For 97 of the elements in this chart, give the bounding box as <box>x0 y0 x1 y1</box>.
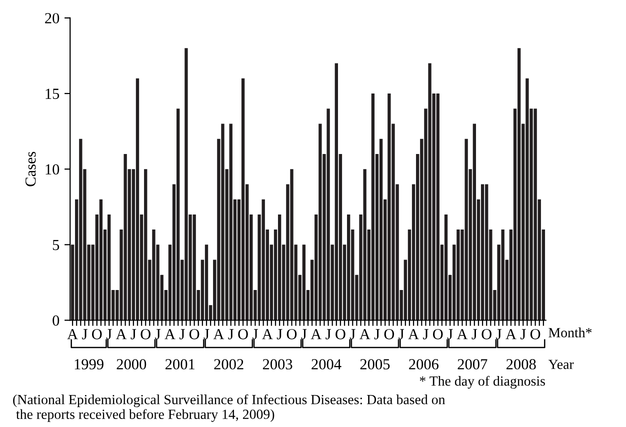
bar <box>176 108 180 320</box>
x-tick-label: J <box>130 329 136 340</box>
bar <box>347 214 350 320</box>
x-tick-label: O <box>140 329 151 340</box>
x-tick-label: A <box>408 329 419 340</box>
bar <box>124 154 127 320</box>
x-tick-label: O <box>189 329 200 340</box>
x-tick-label: J <box>276 329 282 340</box>
x-tick-label: A <box>116 329 127 340</box>
bar <box>464 138 468 320</box>
y-tick-label: 15 <box>46 88 60 99</box>
text: 2005 <box>360 359 390 370</box>
x-tick-label: J <box>155 329 160 340</box>
y-tick-label: 20 <box>45 13 60 24</box>
y-tick-label: 10 <box>46 164 60 175</box>
bar <box>204 244 208 320</box>
x-tick-label: O <box>286 329 297 340</box>
text: 2007 <box>458 359 488 370</box>
bar <box>318 124 322 320</box>
bar <box>184 48 188 320</box>
bar <box>480 184 484 320</box>
x-tick-label: J <box>398 329 404 340</box>
bar <box>534 108 537 320</box>
x-tick-label: J <box>252 329 258 340</box>
bar <box>526 78 529 320</box>
x-tick-label: J <box>423 329 428 340</box>
text: 2002 <box>214 359 244 370</box>
x-tick-label: O <box>482 329 492 340</box>
bar <box>241 78 245 320</box>
bar <box>229 124 232 320</box>
x-tick-label: O <box>92 329 102 340</box>
x-tick-label: J <box>447 329 453 340</box>
y-tick-label: 5 <box>52 240 60 250</box>
x-tick-label: J <box>106 329 112 340</box>
y-tick-label: 0 <box>52 315 60 326</box>
x-tick-label: A <box>456 329 468 340</box>
x-tick-label: A <box>359 329 370 340</box>
x-tick-label: O <box>238 329 248 340</box>
bar <box>334 63 338 320</box>
bar <box>428 63 432 320</box>
bar <box>444 214 448 320</box>
bar <box>152 230 156 320</box>
bar <box>363 169 366 320</box>
text: 2000 <box>116 359 146 370</box>
x-tick-label: A <box>506 329 516 340</box>
x-tick-label: O <box>433 329 443 340</box>
x-tick-label: J <box>82 329 88 340</box>
x-tick-label: J <box>326 329 331 340</box>
x-tick-label: J <box>472 329 478 340</box>
x-tick-label: A <box>262 329 273 340</box>
text: 2003 <box>262 359 292 370</box>
x-tick-label: A <box>164 329 176 340</box>
bar <box>456 230 460 320</box>
text: 2006 <box>409 359 439 370</box>
x-tick-label: J <box>496 329 502 340</box>
text: 1999 <box>74 359 104 370</box>
x-tick-label: J <box>228 329 234 340</box>
x-tick-label: J <box>180 329 185 340</box>
bar <box>108 214 111 320</box>
text: 2004 <box>312 359 342 370</box>
x-tick-label: J <box>204 329 210 340</box>
bar <box>485 184 488 320</box>
x-tick-label: O <box>336 329 346 340</box>
bar <box>221 124 224 320</box>
text: 2001 <box>166 359 194 370</box>
bar <box>262 199 265 320</box>
x-tick-label: A <box>213 329 224 340</box>
bar <box>290 169 294 320</box>
bar <box>388 94 391 320</box>
bar <box>136 78 140 320</box>
bar <box>99 199 103 320</box>
bar <box>517 48 521 320</box>
x-axis-title: Month* <box>548 328 592 338</box>
x-tick-label: O <box>384 329 394 340</box>
bar <box>278 214 282 320</box>
text: Year <box>548 360 574 370</box>
bar <box>192 214 196 320</box>
x-tick-label: J <box>350 329 356 340</box>
text: 2008 <box>506 359 536 370</box>
bar <box>501 230 504 320</box>
x-tick-label: A <box>310 329 322 340</box>
x-tick-label: J <box>374 329 380 340</box>
bar <box>472 124 476 320</box>
text: (National Epidemiological Surveillance of Infectious Diseases: Data based on the reports received before February 14, 2009) <box>13 394 446 422</box>
text: * The day of diagnosis <box>420 376 545 389</box>
x-tick-label: J <box>301 329 307 340</box>
x-tick-label: O <box>530 329 540 340</box>
bar <box>326 108 330 320</box>
bar <box>379 138 383 320</box>
x-tick-label: A <box>67 329 78 340</box>
bar <box>302 244 306 320</box>
x-tick-label: J <box>520 329 526 340</box>
bar <box>79 138 82 320</box>
y-axis-title: Cases <box>25 152 36 186</box>
bar <box>371 94 375 320</box>
bar <box>144 169 148 320</box>
bar <box>436 94 440 320</box>
